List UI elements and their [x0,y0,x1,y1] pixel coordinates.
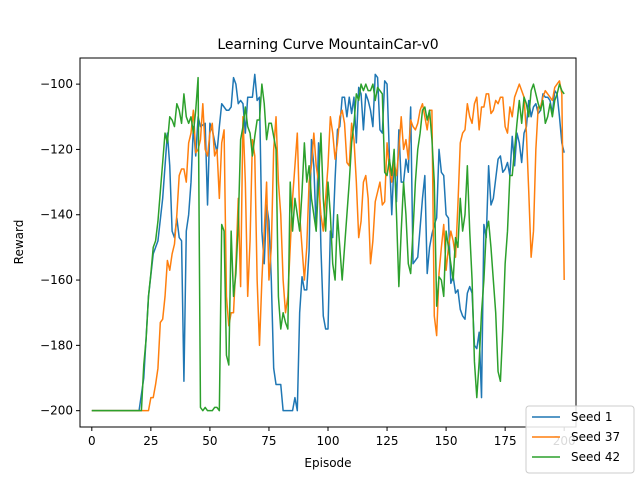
x-tick-label: 150 [435,434,458,448]
series-line-1 [91,73,565,412]
x-tick-label: 25 [143,434,158,448]
x-tick-label: 0 [88,434,96,448]
legend-label: Seed 1 [571,410,612,424]
y-tick-label: −140 [40,208,73,222]
y-tick-label: −200 [40,404,73,418]
y-axis-label: Reward [12,220,26,265]
x-tick-label: 75 [261,434,276,448]
x-tick-label: 175 [494,434,517,448]
x-tick-label: 125 [376,434,399,448]
y-axis: −200 −180 −160 −140 −120 −100 [40,77,80,418]
series-layer [91,73,565,412]
legend-label: Seed 37 [571,430,620,444]
x-axis-label: Episode [304,456,351,470]
y-tick-label: −180 [40,338,73,352]
x-tick-label: 100 [317,434,340,448]
legend-label: Seed 42 [571,450,620,464]
series-line-3 [91,76,565,412]
series-line-2 [91,80,565,412]
y-tick-label: −100 [40,77,73,91]
y-tick-label: −160 [40,273,73,287]
chart-title: Learning Curve MountainCar-v0 [217,37,438,53]
x-tick-label: 50 [202,434,217,448]
y-tick-label: −120 [40,142,73,156]
legend: Seed 1 Seed 37 Seed 42 [525,405,635,474]
